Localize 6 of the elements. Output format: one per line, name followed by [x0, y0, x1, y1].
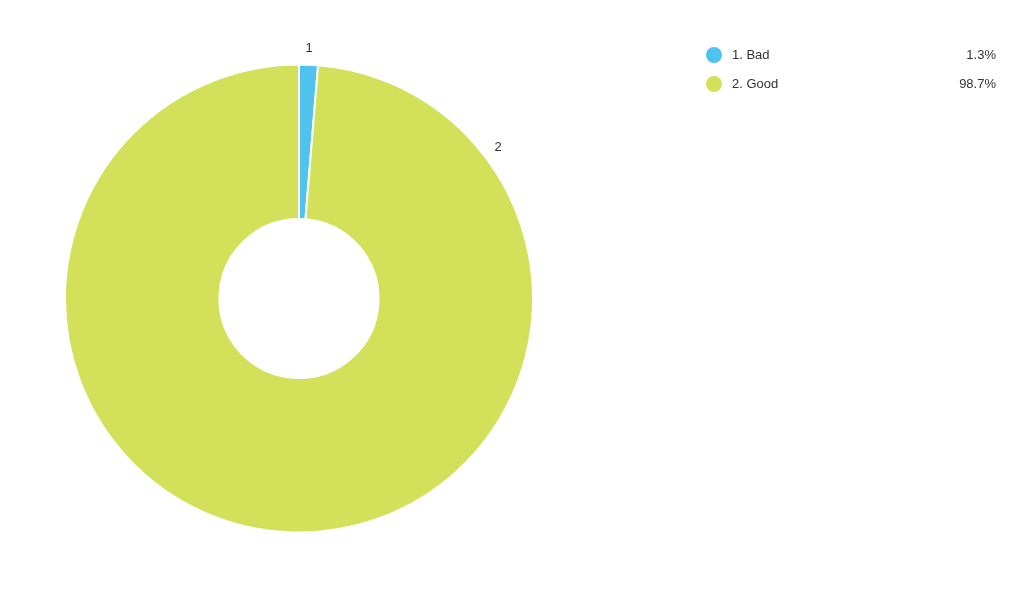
legend-label: 2. Good	[732, 76, 780, 91]
text: 2	[494, 138, 502, 154]
data-label: 1.3%	[966, 47, 996, 62]
data-label: 98.7%	[959, 76, 996, 91]
text: 1	[305, 40, 313, 56]
legend-label: 1. Bad	[732, 47, 771, 62]
